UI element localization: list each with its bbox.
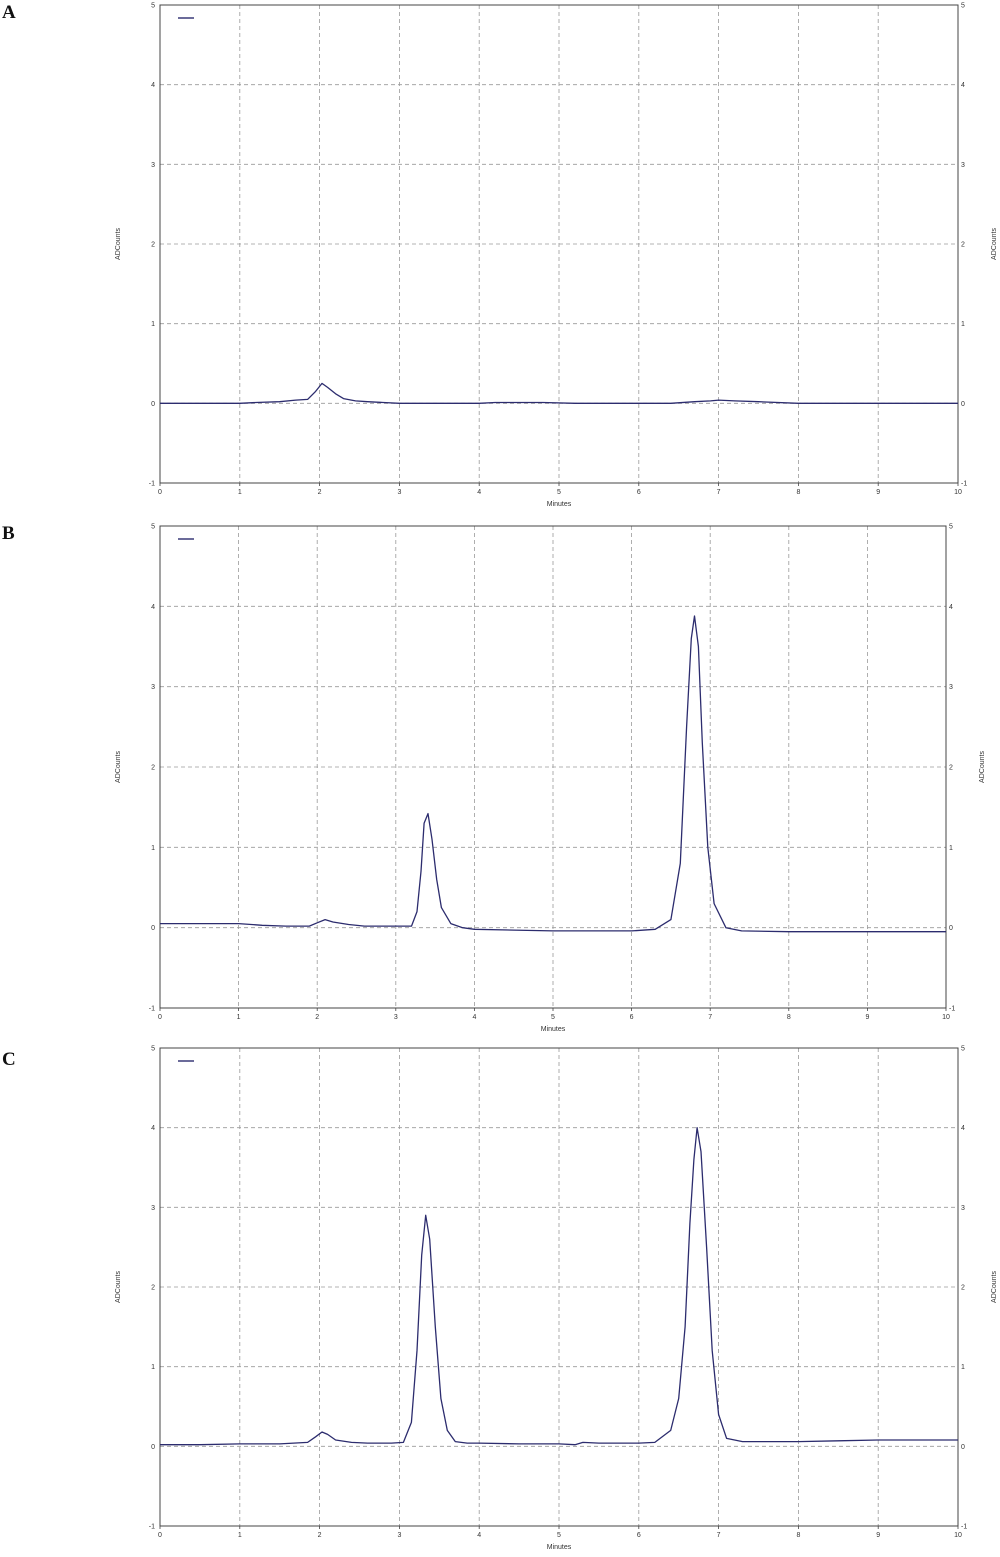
y-tick-label-left: 3 xyxy=(151,684,155,691)
x-tick-label: 3 xyxy=(397,1532,401,1539)
x-tick-label: 5 xyxy=(557,1532,561,1539)
y-tick-label-left: 4 xyxy=(151,604,155,611)
chromatogram-b: 0 1 2 3 4 5 6 7 8 9 10-1 -10 01 12 23 34 45 5MinutesADCou… xyxy=(115,524,986,1034)
x-tick-label: 9 xyxy=(876,1532,880,1539)
y-tick-label-right: 5 xyxy=(949,524,953,531)
x-tick-label: 7 xyxy=(717,489,721,496)
y-tick-label-right: 4 xyxy=(961,82,965,89)
y-tick-label-right: 0 xyxy=(961,401,965,408)
y-tick-label-left: 3 xyxy=(151,162,155,169)
y-tick-label-left: 5 xyxy=(151,3,155,10)
x-axis-label: Minutes xyxy=(547,501,572,508)
y-tick-label-left: 1 xyxy=(151,321,155,328)
x-tick-label: 3 xyxy=(394,1014,398,1021)
y-axis-label-right: ADCounts xyxy=(991,1271,998,1303)
y-tick-label-right: 0 xyxy=(949,925,953,932)
x-tick-label: 7 xyxy=(717,1532,721,1539)
x-tick-label: 8 xyxy=(787,1014,791,1021)
y-tick-label-left: -1 xyxy=(149,1524,155,1531)
y-tick-label-right: 2 xyxy=(961,1285,965,1292)
y-tick-label-left: 1 xyxy=(151,845,155,852)
y-tick-label-left: 5 xyxy=(151,524,155,531)
x-tick-label: 5 xyxy=(557,489,561,496)
y-tick-label-left: 4 xyxy=(151,82,155,89)
y-tick-label-left: 0 xyxy=(151,1444,155,1451)
y-tick-label-left: 0 xyxy=(151,401,155,408)
y-tick-label-right: -1 xyxy=(961,1524,967,1531)
series-line xyxy=(160,615,946,933)
x-tick-label: 4 xyxy=(477,1532,481,1539)
x-tick-label: 9 xyxy=(865,1014,869,1021)
x-tick-label: 9 xyxy=(876,489,880,496)
x-tick-label: 4 xyxy=(472,1014,476,1021)
y-tick-label-right: 1 xyxy=(949,845,953,852)
x-tick-label: 10 xyxy=(942,1014,950,1021)
x-tick-label: 7 xyxy=(708,1014,712,1021)
y-tick-label-left: -1 xyxy=(149,1006,155,1013)
panel-label: A xyxy=(2,2,16,23)
y-axis-label-right: ADCounts xyxy=(979,751,986,783)
series-line xyxy=(160,1127,958,1446)
y-tick-label-right: -1 xyxy=(961,481,967,488)
x-tick-label: 2 xyxy=(318,489,322,496)
x-tick-label: 6 xyxy=(637,1532,641,1539)
y-tick-label-right: 3 xyxy=(961,1205,965,1212)
y-tick-label-right: 2 xyxy=(961,242,965,249)
y-tick-label-right: -1 xyxy=(949,1006,955,1013)
x-tick-label: 8 xyxy=(796,1532,800,1539)
y-tick-label-right: 1 xyxy=(961,1364,965,1371)
y-tick-label-right: 0 xyxy=(961,1444,965,1451)
y-tick-label-left: 4 xyxy=(151,1125,155,1132)
x-tick-label: 1 xyxy=(237,1014,241,1021)
x-tick-label: 0 xyxy=(158,1014,162,1021)
panel-c: C 0 1 2 3 4 5 6 7 8 9 10 -1 -1 0 0 1 1 2 2 3 3 4 4 5 5 Minutes ADC… xyxy=(0,1038,1000,1557)
y-tick-label-right: 2 xyxy=(949,765,953,772)
y-axis-label-left: ADCounts xyxy=(115,751,122,783)
x-tick-label: 3 xyxy=(397,489,401,496)
panel-label: B xyxy=(2,523,15,544)
x-tick-label: 0 xyxy=(158,489,162,496)
y-tick-label-left: 0 xyxy=(151,925,155,932)
x-tick-label: 1 xyxy=(238,1532,242,1539)
panel-label: C xyxy=(2,1049,16,1070)
x-tick-label: 6 xyxy=(630,1014,634,1021)
series-line xyxy=(160,382,958,404)
chromatogram-a: 0 1 2 3 4 5 6 7 8 9 10-1 -10 01 12 23 34 45 5MinutesADCou… xyxy=(115,3,998,509)
y-tick-label-left: -1 xyxy=(149,481,155,488)
x-tick-label: 10 xyxy=(954,489,962,496)
panel-a: A 0 1 2 3 4 5 6 7 8 9 10 -1 -1 0 0 1 1 2 2 3 3 4 4 5 5 Minutes ADC… xyxy=(0,0,1000,519)
x-tick-label: 10 xyxy=(954,1532,962,1539)
chromatogram-c: 0 1 2 3 4 5 6 7 8 9 10-1 -10 01 12 23 34 45 5MinutesADCou… xyxy=(115,1046,998,1552)
y-tick-label-left: 2 xyxy=(151,1285,155,1292)
y-tick-label-right: 3 xyxy=(949,684,953,691)
x-axis-label: Minutes xyxy=(547,1544,572,1551)
y-tick-label-left: 5 xyxy=(151,1046,155,1053)
x-tick-label: 6 xyxy=(637,489,641,496)
panel-b: B 0 1 2 3 4 5 6 7 8 9 10 -1 -1 0 0 1 1 2 2 3 3 4 4 5 5 Minutes ADC… xyxy=(0,519,1000,1038)
x-tick-label: 2 xyxy=(318,1532,322,1539)
y-tick-label-right: 1 xyxy=(961,321,965,328)
x-tick-label: 8 xyxy=(796,489,800,496)
y-axis-label-left: ADCounts xyxy=(115,228,122,260)
y-axis-label-left: ADCounts xyxy=(115,1271,122,1303)
y-tick-label-right: 4 xyxy=(961,1125,965,1132)
y-tick-label-right: 5 xyxy=(961,1046,965,1053)
x-tick-label: 5 xyxy=(551,1014,555,1021)
x-tick-label: 0 xyxy=(158,1532,162,1539)
y-tick-label-right: 5 xyxy=(961,3,965,10)
y-tick-label-left: 3 xyxy=(151,1205,155,1212)
y-tick-label-right: 3 xyxy=(961,162,965,169)
y-tick-label-right: 4 xyxy=(949,604,953,611)
x-tick-label: 1 xyxy=(238,489,242,496)
x-axis-label: Minutes xyxy=(541,1026,566,1033)
y-tick-label-left: 2 xyxy=(151,242,155,249)
x-tick-label: 4 xyxy=(477,489,481,496)
x-tick-label: 2 xyxy=(315,1014,319,1021)
y-tick-label-left: 1 xyxy=(151,1364,155,1371)
y-tick-label-left: 2 xyxy=(151,765,155,772)
y-axis-label-right: ADCounts xyxy=(991,228,998,260)
